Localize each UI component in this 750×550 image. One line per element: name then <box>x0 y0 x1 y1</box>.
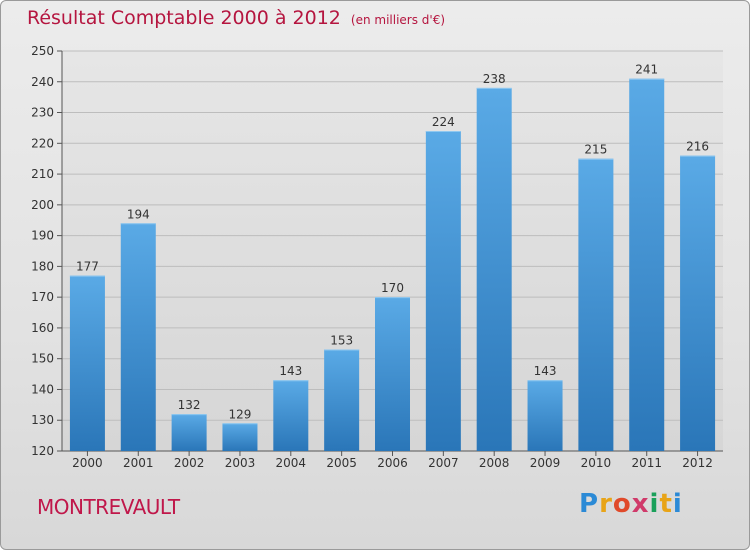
y-tick-label: 230 <box>31 106 54 120</box>
logo-letter: t <box>659 489 672 519</box>
x-tick-label-2001: 2001 <box>123 456 154 470</box>
logo-letter: r <box>599 489 613 519</box>
bar-chart: 120 130 140 150 160 170 180 190 200 210 220 230 240 2… <box>1 1 750 550</box>
logo-letter: i <box>673 489 683 519</box>
y-tick-label: 150 <box>31 352 54 366</box>
y-tick-label: 210 <box>31 167 54 181</box>
y-tick-label: 160 <box>31 321 54 335</box>
data-label-2006: 170 <box>381 281 404 295</box>
data-label-2003: 129 <box>229 407 252 421</box>
data-label-2009: 143 <box>534 364 557 378</box>
bar-2000 <box>70 276 105 451</box>
bar-2008 <box>477 88 512 451</box>
data-label-2007: 224 <box>432 115 455 129</box>
x-tick-label-2012: 2012 <box>682 456 713 470</box>
x-tick-label-2004: 2004 <box>276 456 307 470</box>
y-tick-label: 190 <box>31 229 54 243</box>
x-tick-label-2009: 2009 <box>530 456 561 470</box>
x-tick-label-2008: 2008 <box>479 456 510 470</box>
bar-2002 <box>172 414 207 451</box>
logo-letter: x <box>632 489 650 519</box>
x-tick-label-2006: 2006 <box>377 456 408 470</box>
x-tick-label-2000: 2000 <box>72 456 103 470</box>
x-tick-label-2005: 2005 <box>326 456 357 470</box>
y-tick-label: 220 <box>31 136 54 150</box>
bar-2003 <box>222 423 257 451</box>
logo-letter: i <box>650 489 660 519</box>
bar-2005 <box>324 349 359 451</box>
proxiti-logo: Proxiti <box>579 489 683 519</box>
bar-2009 <box>528 380 563 451</box>
bar-2004 <box>273 380 308 451</box>
data-label-2008: 238 <box>483 72 506 86</box>
y-tick-label: 250 <box>31 44 54 58</box>
data-label-2012: 216 <box>686 140 709 154</box>
bar-2011 <box>629 79 664 451</box>
bar-2006 <box>375 297 410 451</box>
data-label-2002: 132 <box>178 398 201 412</box>
y-tick-label: 120 <box>31 444 54 458</box>
y-tick-label: 140 <box>31 382 54 396</box>
x-tick-label-2011: 2011 <box>631 456 662 470</box>
data-label-2004: 143 <box>279 364 302 378</box>
data-label-2010: 215 <box>584 143 607 157</box>
x-tick-label-2002: 2002 <box>174 456 205 470</box>
x-tick-label-2007: 2007 <box>428 456 459 470</box>
chart-frame: Résultat Comptable 2000 à 2012 (en millie… <box>0 0 750 550</box>
data-label-2005: 153 <box>330 333 353 347</box>
x-tick-label-2003: 2003 <box>225 456 256 470</box>
y-tick-label: 200 <box>31 198 54 212</box>
y-tick-label: 170 <box>31 290 54 304</box>
y-tick-label: 180 <box>31 259 54 273</box>
y-tick-label: 130 <box>31 413 54 427</box>
bar-2012 <box>680 156 715 451</box>
data-label-2011: 241 <box>635 63 658 77</box>
data-label-2000: 177 <box>76 260 99 274</box>
logo-letter: P <box>579 489 599 519</box>
bar-2007 <box>426 131 461 451</box>
data-label-2001: 194 <box>127 207 150 221</box>
bar-2001 <box>121 223 156 451</box>
x-tick-label-2010: 2010 <box>581 456 612 470</box>
logo-letter: o <box>613 489 632 519</box>
place-name: MONTREVAULT <box>37 495 180 519</box>
bar-2010 <box>578 159 613 451</box>
y-tick-label: 240 <box>31 75 54 89</box>
